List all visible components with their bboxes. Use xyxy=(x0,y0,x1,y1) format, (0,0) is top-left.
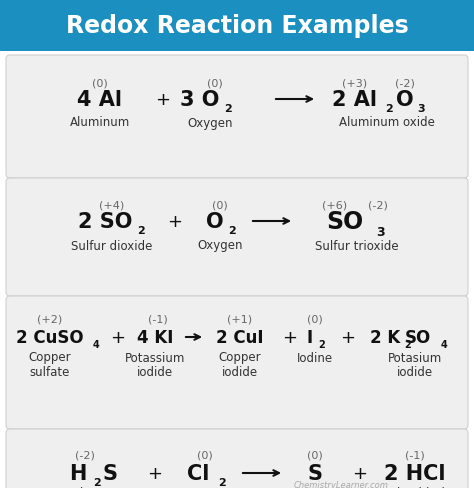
Text: Potassium: Potassium xyxy=(125,351,185,364)
Text: Aluminum oxide: Aluminum oxide xyxy=(339,116,435,129)
Bar xyxy=(0,0,474,52)
Text: (-2): (-2) xyxy=(368,200,388,209)
Text: (0): (0) xyxy=(307,314,323,325)
Text: Iodine: Iodine xyxy=(297,351,333,364)
Text: 2: 2 xyxy=(228,225,236,236)
Text: H: H xyxy=(69,463,87,483)
Text: (+2): (+2) xyxy=(37,314,63,325)
Text: sulfate: sulfate xyxy=(30,365,70,378)
Text: 3: 3 xyxy=(377,225,385,238)
Text: Copper: Copper xyxy=(29,351,71,364)
Text: I: I xyxy=(307,328,313,346)
Text: 2: 2 xyxy=(319,339,325,349)
Text: 2 CuSO: 2 CuSO xyxy=(16,328,84,346)
Text: +: + xyxy=(147,464,163,482)
Text: Oxygen: Oxygen xyxy=(197,239,243,252)
Text: (+3): (+3) xyxy=(342,78,367,88)
Text: Oxygen: Oxygen xyxy=(187,116,233,129)
Text: +: + xyxy=(353,464,367,482)
Text: +: + xyxy=(167,213,182,230)
Text: +: + xyxy=(110,328,126,346)
Text: 2 Al: 2 Al xyxy=(332,90,377,110)
Text: Redox Reaction Examples: Redox Reaction Examples xyxy=(65,14,409,38)
Text: (-1): (-1) xyxy=(148,314,168,325)
Text: 2: 2 xyxy=(385,104,393,114)
Text: 2: 2 xyxy=(405,339,411,349)
Text: Sulfur dioxide: Sulfur dioxide xyxy=(71,239,153,252)
Text: 2 SO: 2 SO xyxy=(78,212,132,231)
Text: Copper: Copper xyxy=(219,351,261,364)
Text: Hydrochloric: Hydrochloric xyxy=(378,487,452,488)
Text: Sulfur trioxide: Sulfur trioxide xyxy=(315,239,399,252)
Text: (+4): (+4) xyxy=(100,200,125,209)
Text: S: S xyxy=(308,463,322,483)
Text: 2 K: 2 K xyxy=(370,328,400,346)
Text: 4 Al: 4 Al xyxy=(78,90,122,110)
Text: 4 KI: 4 KI xyxy=(137,328,173,346)
Text: (-1): (-1) xyxy=(405,450,425,460)
FancyBboxPatch shape xyxy=(6,56,468,179)
Text: ChemistryLearner.com: ChemistryLearner.com xyxy=(294,480,389,488)
Text: 4: 4 xyxy=(92,339,100,349)
Text: 3: 3 xyxy=(417,104,425,114)
Text: S: S xyxy=(102,463,118,483)
Text: Potasium: Potasium xyxy=(388,351,442,364)
Text: (+6): (+6) xyxy=(322,200,347,209)
Text: +: + xyxy=(155,91,171,109)
Text: 2: 2 xyxy=(137,225,145,236)
Text: (0): (0) xyxy=(197,450,213,460)
Text: +: + xyxy=(283,328,298,346)
Text: 3 O: 3 O xyxy=(180,90,219,110)
FancyBboxPatch shape xyxy=(6,179,468,296)
Text: 2 CuI: 2 CuI xyxy=(216,328,264,346)
Text: Sulfur: Sulfur xyxy=(298,487,332,488)
Text: +: + xyxy=(340,328,356,346)
Text: 2: 2 xyxy=(224,104,232,114)
Text: 2 HCl: 2 HCl xyxy=(384,463,446,483)
Text: (+1): (+1) xyxy=(228,314,253,325)
Text: iodide: iodide xyxy=(137,365,173,378)
Text: (-2): (-2) xyxy=(395,78,415,88)
Text: (0): (0) xyxy=(307,450,323,460)
Text: 4: 4 xyxy=(441,339,447,349)
Text: O: O xyxy=(396,90,414,110)
Text: Cl: Cl xyxy=(187,463,209,483)
Text: (0): (0) xyxy=(207,78,223,88)
Text: 2: 2 xyxy=(218,477,226,487)
Text: (-2): (-2) xyxy=(75,450,95,460)
Text: Chlorine: Chlorine xyxy=(180,487,230,488)
Text: Hydrogen: Hydrogen xyxy=(61,487,118,488)
FancyBboxPatch shape xyxy=(6,429,468,488)
Text: iodide: iodide xyxy=(397,365,433,378)
Text: (0): (0) xyxy=(92,78,108,88)
Text: Aluminum: Aluminum xyxy=(70,116,130,129)
Text: 2: 2 xyxy=(93,477,101,487)
FancyBboxPatch shape xyxy=(6,296,468,429)
Text: (0): (0) xyxy=(212,200,228,209)
Text: SO: SO xyxy=(327,209,364,234)
Text: O: O xyxy=(206,212,224,231)
Text: SO: SO xyxy=(405,328,431,346)
Text: iodide: iodide xyxy=(222,365,258,378)
